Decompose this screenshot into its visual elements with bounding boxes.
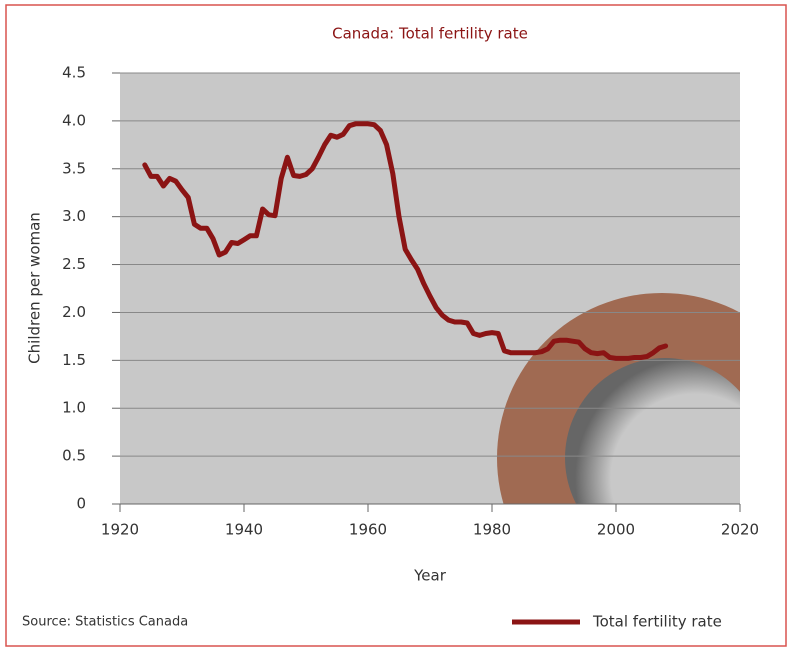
x-tick-label: 2020: [721, 521, 759, 539]
ring-hole: [565, 358, 740, 504]
y-tick-label: 3.5: [62, 159, 86, 177]
y-tick-label: 2.5: [62, 255, 86, 273]
y-tick-label: 0: [76, 495, 86, 513]
y-tick-label: 4.5: [62, 64, 86, 82]
y-tick-label: 1.5: [62, 351, 86, 369]
y-tick-label: 4.0: [62, 111, 86, 129]
x-tick-label: 1920: [101, 521, 139, 539]
x-axis-label: Year: [413, 567, 447, 585]
y-tick-label: 0.5: [62, 447, 86, 465]
x-tick-label: 1980: [473, 521, 511, 539]
x-tick-label: 1940: [225, 521, 263, 539]
x-tick-label: 1960: [349, 521, 387, 539]
y-tick-label: 3.0: [62, 207, 86, 225]
source-note: Source: Statistics Canada: [22, 615, 188, 630]
y-tick-label: 1.0: [62, 399, 86, 417]
decoration: [497, 293, 740, 504]
legend-label: Total fertility rate: [592, 613, 722, 631]
x-tick-label: 2000: [597, 521, 635, 539]
y-tick-label: 2.0: [62, 303, 86, 321]
data-line: [142, 121, 669, 361]
chart-title: Canada: Total fertility rate: [332, 25, 528, 43]
y-axis-label: Children per woman: [26, 212, 44, 364]
